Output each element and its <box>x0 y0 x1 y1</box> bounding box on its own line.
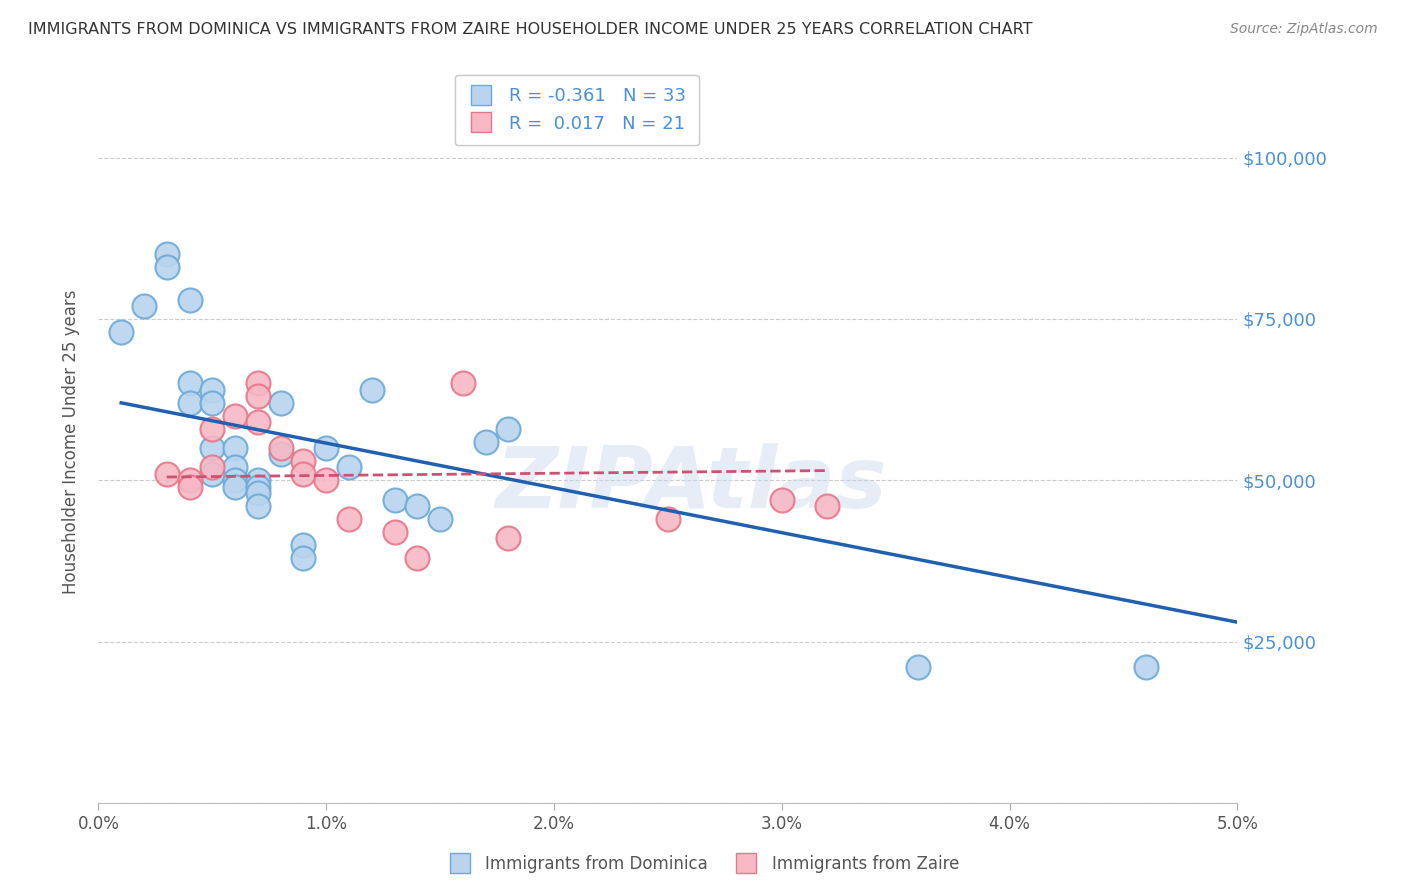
Point <box>360 383 382 397</box>
Point <box>498 531 520 545</box>
Point <box>224 441 246 455</box>
Point <box>406 550 429 565</box>
Point <box>156 467 179 481</box>
Point <box>384 524 406 539</box>
Point <box>201 460 224 475</box>
Point <box>337 512 360 526</box>
Point <box>292 454 315 468</box>
Point <box>246 376 269 391</box>
Point <box>156 260 179 275</box>
Point <box>179 480 201 494</box>
Legend: R = -0.361   N = 33, R =  0.017   N = 21: R = -0.361 N = 33, R = 0.017 N = 21 <box>454 75 699 145</box>
Point <box>451 376 474 391</box>
Point <box>224 409 246 423</box>
Point <box>246 486 269 500</box>
Point <box>270 447 292 461</box>
Point <box>384 492 406 507</box>
Point <box>201 422 224 436</box>
Point <box>201 441 224 455</box>
Point <box>246 480 269 494</box>
Point <box>224 480 246 494</box>
Point <box>246 499 269 513</box>
Point <box>429 512 451 526</box>
Point <box>156 247 179 261</box>
Point <box>815 499 838 513</box>
Y-axis label: Householder Income Under 25 years: Householder Income Under 25 years <box>62 289 80 594</box>
Point <box>270 396 292 410</box>
Point <box>132 299 155 313</box>
Point <box>179 293 201 307</box>
Point <box>315 473 337 487</box>
Text: IMMIGRANTS FROM DOMINICA VS IMMIGRANTS FROM ZAIRE HOUSEHOLDER INCOME UNDER 25 YE: IMMIGRANTS FROM DOMINICA VS IMMIGRANTS F… <box>28 22 1032 37</box>
Point <box>907 660 929 674</box>
Point <box>110 325 132 339</box>
Point <box>270 441 292 455</box>
Point <box>201 467 224 481</box>
Point <box>201 396 224 410</box>
Point <box>657 512 679 526</box>
Text: Source: ZipAtlas.com: Source: ZipAtlas.com <box>1230 22 1378 37</box>
Point <box>315 441 337 455</box>
Point <box>292 467 315 481</box>
Text: ZIPAtlas: ZIPAtlas <box>495 443 886 526</box>
Point <box>224 473 246 487</box>
Point <box>201 383 224 397</box>
Point <box>1135 660 1157 674</box>
Point <box>406 499 429 513</box>
Point <box>179 473 201 487</box>
Point <box>246 473 269 487</box>
Point <box>292 550 315 565</box>
Point <box>246 415 269 429</box>
Point <box>246 389 269 403</box>
Point <box>770 492 793 507</box>
Point <box>179 376 201 391</box>
Point <box>498 422 520 436</box>
Point <box>292 538 315 552</box>
Point <box>337 460 360 475</box>
Legend: Immigrants from Dominica, Immigrants from Zaire: Immigrants from Dominica, Immigrants fro… <box>440 848 966 880</box>
Point <box>224 460 246 475</box>
Point <box>474 434 496 449</box>
Point <box>179 396 201 410</box>
